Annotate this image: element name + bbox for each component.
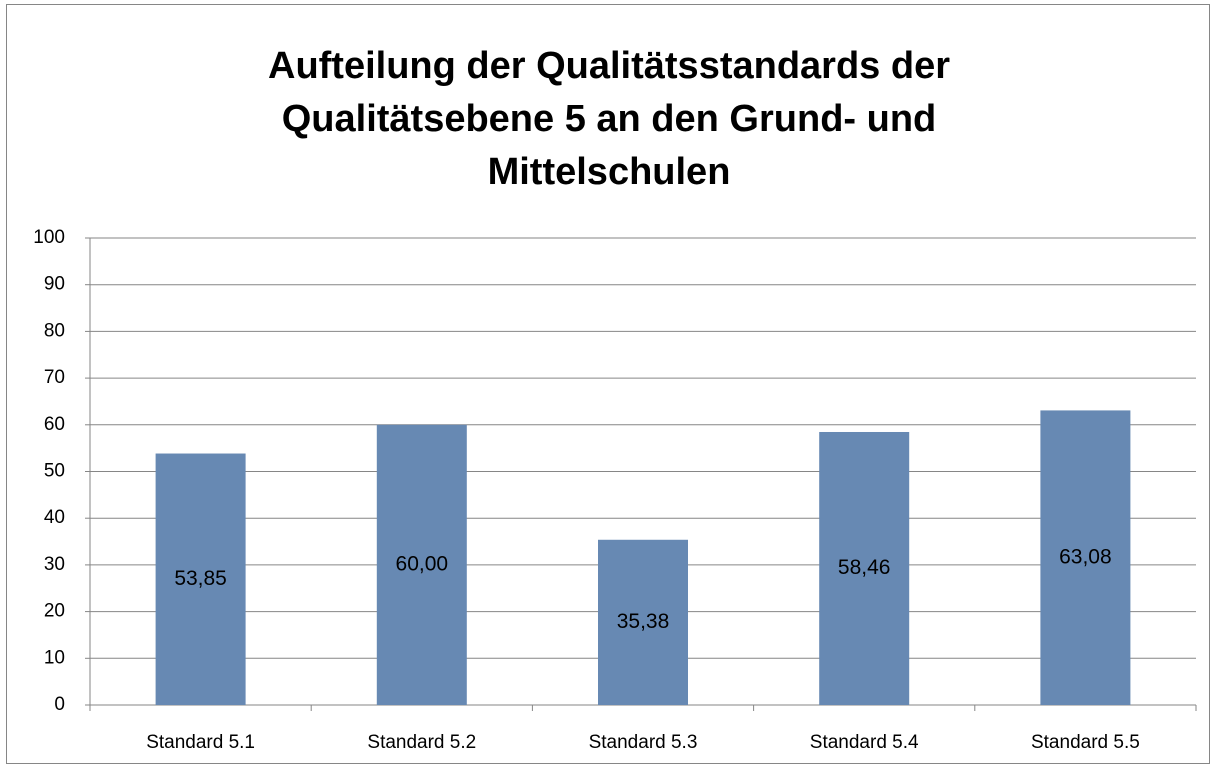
chart-border	[6, 4, 1210, 764]
y-tick-label: 30	[44, 554, 65, 575]
data-label: 63,08	[1059, 545, 1112, 568]
y-tick-label: 50	[44, 461, 65, 482]
x-tick-label: Standard 5.4	[810, 732, 919, 753]
y-tick-label: 80	[44, 320, 65, 341]
x-tick-label: Standard 5.5	[1031, 732, 1140, 753]
y-tick-label: 0	[54, 694, 65, 715]
bar	[155, 453, 246, 705]
y-tick-label: 10	[44, 647, 65, 668]
bar	[819, 431, 910, 705]
x-tick-label: Standard 5.3	[589, 732, 698, 753]
y-tick-label: 70	[44, 367, 65, 388]
y-tick-label: 20	[44, 601, 65, 622]
x-tick-label: Standard 5.2	[367, 732, 476, 753]
bar	[598, 539, 688, 705]
y-tick-label: 90	[44, 274, 65, 295]
chart-title: Aufteilung der Qualitätsstandards der Qu…	[268, 45, 950, 193]
y-tick-label: 40	[44, 507, 65, 528]
y-tick-label: 60	[44, 414, 65, 435]
bar	[376, 424, 467, 705]
data-label: 35,38	[617, 610, 670, 633]
bar	[1040, 410, 1131, 705]
y-tick-label: 100	[33, 227, 65, 248]
x-tick-label: Standard 5.1	[146, 732, 255, 753]
data-label: 58,46	[838, 556, 891, 579]
title-box: Aufteilung der Qualitätsstandards der Qu…	[0, 40, 1218, 199]
data-label: 53,85	[174, 567, 227, 590]
data-label: 60,00	[396, 552, 449, 575]
